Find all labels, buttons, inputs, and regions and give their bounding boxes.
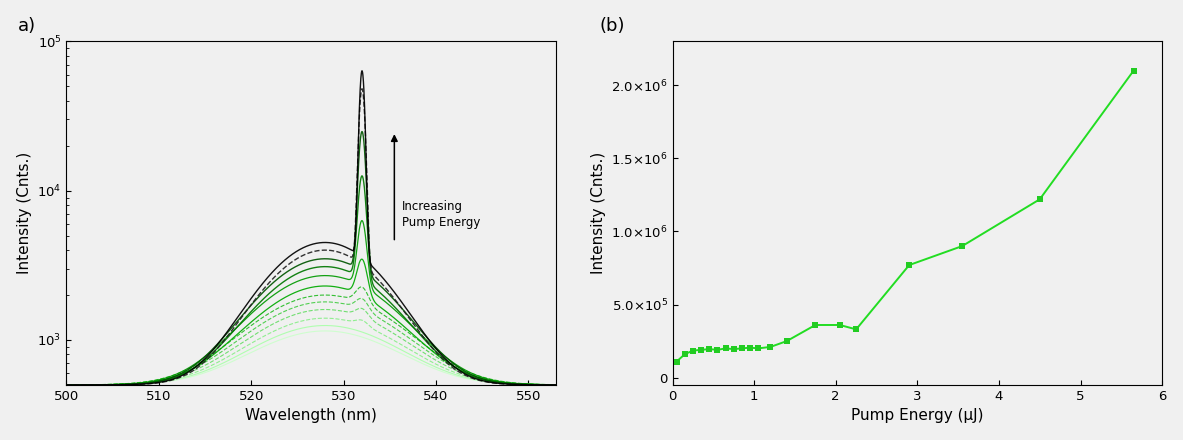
Text: a): a) [18, 17, 35, 35]
Point [806, 322, 825, 329]
Point [777, 337, 796, 345]
Point [900, 261, 919, 268]
Point [716, 345, 735, 352]
X-axis label: Wavelength (nm): Wavelength (nm) [245, 408, 377, 423]
Point [675, 351, 694, 358]
Point [830, 322, 849, 329]
X-axis label: Pump Energy (μJ): Pump Energy (μJ) [851, 408, 983, 423]
Text: (b): (b) [599, 17, 625, 35]
Text: Increasing
Pump Energy: Increasing Pump Energy [402, 201, 480, 230]
Y-axis label: Intensity (Cnts.): Intensity (Cnts.) [590, 152, 606, 274]
Point [684, 347, 703, 354]
Point [724, 345, 743, 352]
Point [749, 345, 768, 352]
Y-axis label: Intensity (Cnts.): Intensity (Cnts.) [17, 152, 32, 274]
Point [692, 346, 711, 353]
Point [847, 326, 866, 333]
Point [1030, 196, 1049, 203]
Point [707, 346, 726, 353]
Point [667, 358, 686, 365]
Point [732, 345, 751, 352]
Point [952, 242, 971, 249]
Point [700, 345, 719, 352]
Point [761, 343, 780, 350]
Point [1124, 67, 1143, 74]
Point [741, 344, 759, 351]
